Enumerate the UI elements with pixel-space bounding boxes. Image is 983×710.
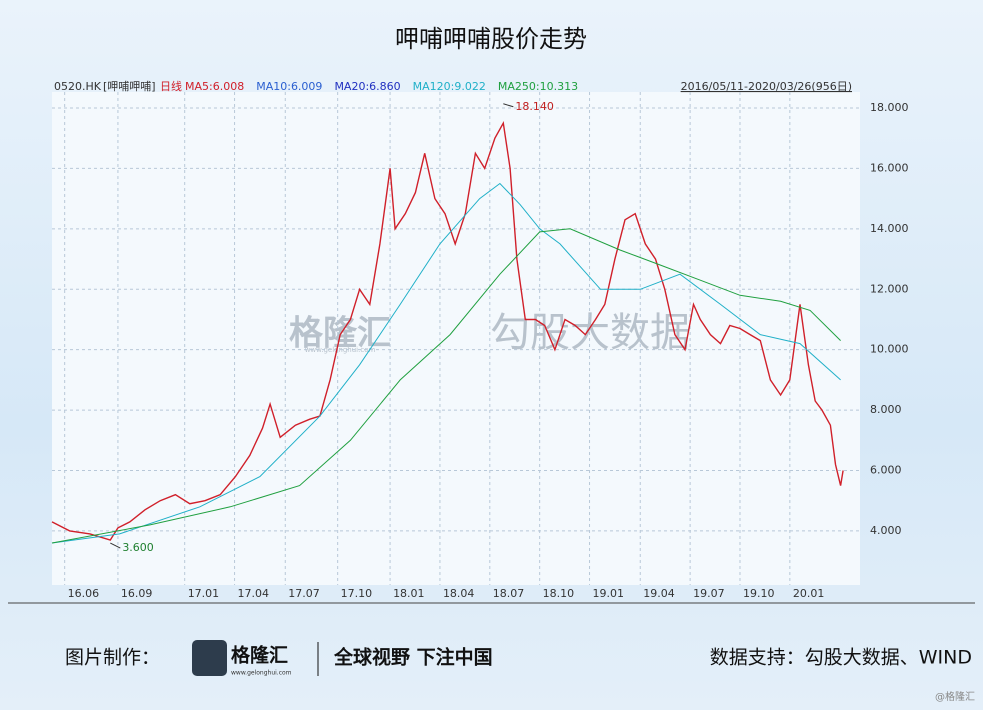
annotation: 3.600 [122, 541, 154, 554]
y-tick-label: 4.000 [870, 524, 902, 537]
footer-made-by: 图片制作： [65, 647, 160, 669]
x-tick-label: 19.01 [593, 587, 625, 600]
x-tick-label: 20.01 [793, 587, 825, 600]
footer-slogan: 全球视野 下注中国 [333, 646, 493, 669]
y-tick-label: 12.000 [870, 282, 909, 295]
legend-entry: MA250:10.313 [498, 80, 578, 93]
price-line [51, 182, 841, 544]
header-code: 0520.HK [54, 80, 102, 93]
y-tick-label: 8.000 [870, 403, 902, 416]
annotation: 18.140 [515, 100, 554, 113]
logo-icon [192, 640, 227, 676]
annotation-pointer [503, 103, 514, 108]
y-tick-label: 16.000 [870, 161, 909, 174]
plot-area [52, 92, 860, 585]
annotation-pointer [110, 542, 121, 549]
footer-brand: 格隆汇 [231, 644, 288, 667]
header-period: 日线 [160, 79, 182, 93]
footer-site: www.gelonghui.com [231, 670, 292, 677]
x-tick-label: 18.10 [543, 587, 575, 600]
chart-title: 呷哺呷哺股价走势 [395, 25, 587, 53]
header-range: 2016/05/11-2020/03/26(956日) [681, 80, 852, 93]
x-tick-label: 17.01 [188, 587, 220, 600]
price-line [51, 228, 841, 544]
y-tick-label: 14.000 [870, 222, 909, 235]
x-tick-label: 19.04 [643, 587, 675, 600]
watermark-brand: 格隆汇 [289, 314, 391, 354]
x-tick-label: 16.09 [121, 587, 153, 600]
x-tick-label: 19.07 [693, 587, 725, 600]
x-tick-label: 17.04 [238, 587, 270, 600]
x-tick-label: 18.04 [443, 587, 475, 600]
legend-entry: MA10:6.009 [256, 80, 322, 93]
x-tick-label: 19.10 [743, 587, 775, 600]
x-tick-label: 16.06 [68, 587, 100, 600]
legend-entry: MA20:6.860 [334, 80, 400, 93]
x-tick-label: 18.01 [393, 587, 425, 600]
legend-entry: MA5:6.008 [185, 80, 244, 93]
x-tick-label: 18.07 [493, 587, 524, 600]
footer-source: 数据支持：勾股大数据、WIND [710, 647, 972, 669]
y-tick-label: 6.000 [870, 464, 902, 477]
y-tick-label: 10.000 [870, 343, 909, 356]
price-line [51, 120, 844, 541]
header-name: [呷哺呷哺] [103, 80, 156, 93]
legend-entry: MA120:9.022 [413, 80, 486, 93]
x-tick-label: 17.07 [288, 587, 320, 600]
y-tick-label: 18.000 [870, 101, 909, 114]
x-tick-label: 17.10 [341, 587, 373, 600]
footer-credit: @格隆汇 [935, 690, 975, 703]
